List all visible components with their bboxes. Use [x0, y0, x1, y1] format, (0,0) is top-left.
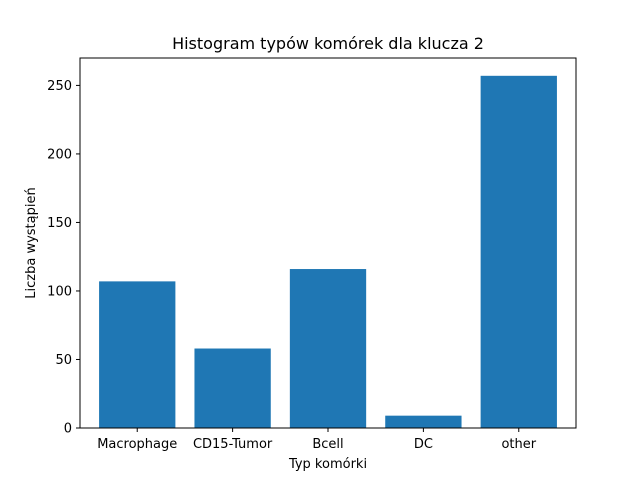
x-axis-label: Typ komórki — [288, 457, 367, 472]
x-axis-ticks: Macrophage CD15-Tumor Bcell DC other — [97, 428, 537, 452]
plot-area-frame — [79, 57, 577, 429]
y-axis-label: Liczba wystąpień — [24, 187, 39, 298]
bar-dc — [385, 415, 462, 428]
y-tick-label: 50 — [55, 353, 72, 368]
bar-cd15-tumor — [194, 348, 271, 428]
bar-macrophage — [99, 281, 176, 428]
x-tick-label: CD15-Tumor — [193, 437, 273, 452]
y-tick-label: 250 — [47, 79, 72, 94]
y-tick-label: 100 — [47, 284, 72, 299]
x-tick-label: Macrophage — [97, 437, 177, 452]
x-tick-label: other — [501, 437, 536, 452]
y-tick-label: 0 — [64, 422, 72, 437]
y-tick-label: 150 — [47, 216, 72, 231]
chart-title: Histogram typów komórek dla klucza 2 — [172, 34, 484, 53]
bar-bcell — [289, 269, 367, 428]
x-tick-label: Bcell — [312, 437, 343, 452]
bar-other — [480, 75, 557, 428]
y-tick-label: 200 — [47, 147, 72, 162]
bars-layer — [99, 75, 557, 428]
x-tick-label: DC — [414, 437, 433, 452]
y-axis-ticks: 0 50 100 150 200 250 — [47, 79, 80, 437]
